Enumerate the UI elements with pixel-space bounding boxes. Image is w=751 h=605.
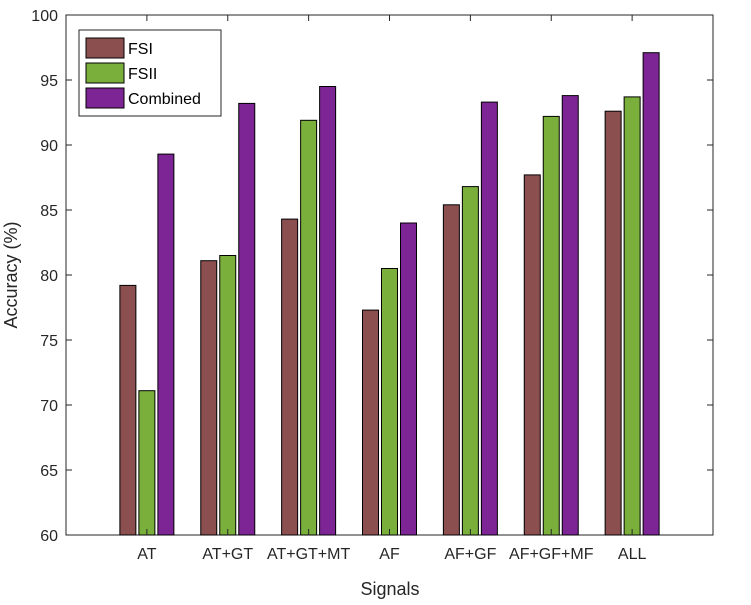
x-tick-label: AT bbox=[137, 546, 156, 563]
bar-combined-at bbox=[157, 153, 175, 536]
y-axis-ticks: 60 65 70 75 80 85 90 95 100 bbox=[31, 8, 713, 545]
y-tick-label: 60 bbox=[40, 528, 58, 545]
bar-fsi-at-gt bbox=[200, 260, 218, 536]
x-tick-label: ALL bbox=[618, 546, 647, 563]
y-tick-label: 100 bbox=[31, 8, 58, 25]
x-tick-label: AF+GF+MF bbox=[509, 546, 594, 563]
bar-combined-at-gt-mt bbox=[319, 86, 337, 536]
bar-combined-af bbox=[400, 222, 417, 536]
y-tick-label: 95 bbox=[40, 73, 58, 90]
legend-swatch-fsi bbox=[85, 37, 125, 59]
legend-label-combined: Combined bbox=[128, 91, 201, 108]
bar-combined-all bbox=[642, 52, 660, 536]
legend-swatch-fsii bbox=[85, 62, 125, 84]
y-tick-label: 85 bbox=[40, 203, 58, 220]
bar-fsi-af bbox=[362, 309, 379, 536]
bar-fsii-at-gt-mt bbox=[300, 119, 318, 536]
x-tick-label: AT+GT+MT bbox=[267, 546, 350, 563]
legend-label-fsi: FSI bbox=[128, 41, 153, 58]
y-tick-label: 90 bbox=[40, 138, 58, 155]
x-axis-title: Signals bbox=[360, 579, 419, 599]
bar-fsi-at-gt-mt bbox=[281, 218, 299, 536]
bar-fsi-af-gf-mf bbox=[523, 174, 541, 536]
legend: FSI FSII Combined bbox=[78, 29, 222, 117]
y-tick-label: 65 bbox=[40, 463, 58, 480]
bar-fsii-at-gt bbox=[219, 255, 237, 536]
legend-swatch-combined bbox=[85, 87, 125, 109]
bar-fsii-af-gf bbox=[461, 186, 479, 536]
bar-fsi-at bbox=[119, 284, 137, 536]
bar-combined-af-gf bbox=[480, 101, 498, 536]
x-tick-label: AT+GT bbox=[202, 546, 253, 563]
bar-combined-at-gt bbox=[238, 102, 256, 536]
bar-fsii-at bbox=[138, 390, 156, 536]
plot-area: 60 65 70 75 80 85 90 95 100 AT AT+GT AT+GT+MT AF AF+… bbox=[31, 8, 714, 563]
bar-fsi-af-gf bbox=[442, 204, 460, 536]
bar-fsii-all bbox=[623, 96, 641, 536]
y-tick-label: 75 bbox=[40, 333, 58, 350]
y-axis-title: Accuracy (%) bbox=[1, 221, 21, 328]
bars-group bbox=[119, 52, 660, 536]
x-axis-ticks: AT AT+GT AT+GT+MT AF AF+GF AF+GF+MF ALL bbox=[137, 15, 646, 563]
bar-combined-af-gf-mf bbox=[561, 95, 579, 536]
bar-fsii-af-gf-mf bbox=[542, 115, 560, 536]
bar-fsii-af bbox=[381, 268, 398, 536]
y-tick-label: 70 bbox=[40, 398, 58, 415]
legend-label-fsii: FSII bbox=[128, 66, 157, 83]
x-tick-label: AF+GF bbox=[444, 546, 496, 563]
y-tick-label: 80 bbox=[40, 268, 58, 285]
x-tick-label: AF bbox=[379, 546, 400, 563]
bar-fsi-all bbox=[604, 110, 622, 536]
